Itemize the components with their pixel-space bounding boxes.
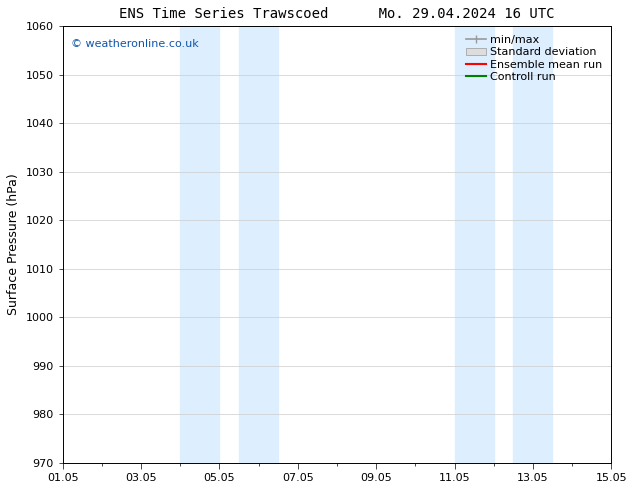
- Bar: [180, 26, 219, 463]
- Bar: [239, 26, 278, 463]
- Bar: [514, 26, 552, 463]
- Legend: min/max, Standard deviation, Ensemble mean run, Controll run: min/max, Standard deviation, Ensemble me…: [462, 32, 605, 85]
- Bar: [455, 26, 494, 463]
- Text: © weatheronline.co.uk: © weatheronline.co.uk: [71, 39, 198, 49]
- Y-axis label: Surface Pressure (hPa): Surface Pressure (hPa): [7, 173, 20, 316]
- Title: ENS Time Series Trawscoed      Mo. 29.04.2024 16 UTC: ENS Time Series Trawscoed Mo. 29.04.2024…: [119, 7, 555, 21]
